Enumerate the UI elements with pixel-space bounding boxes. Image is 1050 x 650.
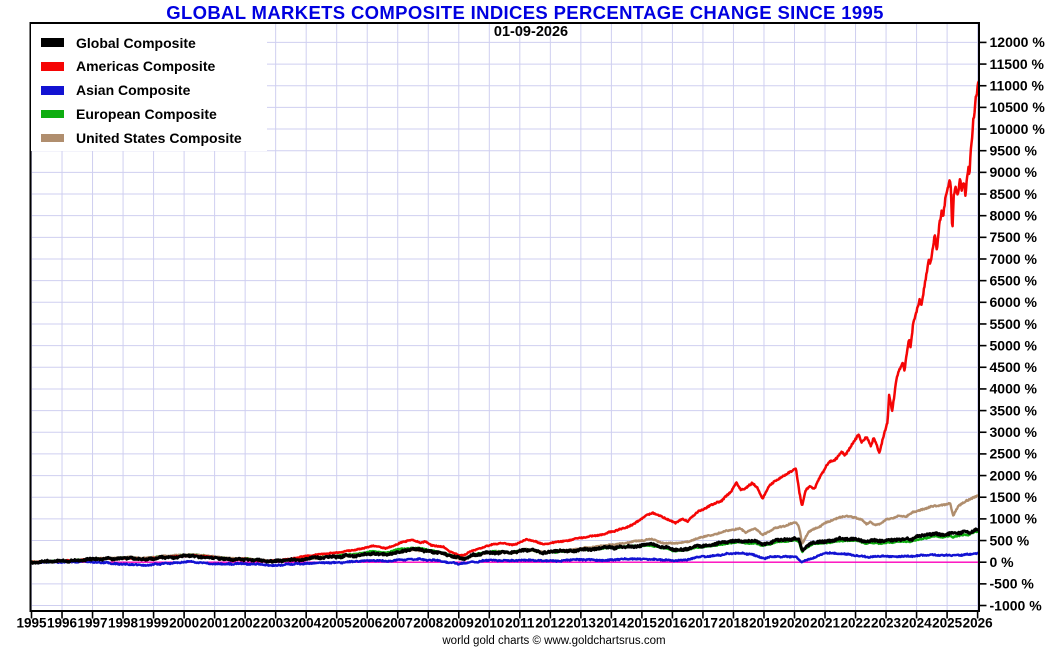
x-tick-label: 2011	[505, 616, 535, 631]
x-tick-label: 2001	[200, 616, 231, 631]
y-tick-label: 11500 %	[990, 56, 1045, 72]
x-tick-label: 2024	[902, 616, 933, 631]
legend-item-united-states-composite: United States Composite	[41, 126, 242, 150]
series-lines	[30, 80, 979, 568]
y-tick-label: 7500 %	[990, 229, 1038, 245]
x-tick-label: 2021	[810, 616, 841, 631]
legend-swatch	[41, 86, 64, 95]
legend-swatch	[41, 109, 64, 119]
y-tick-label: 6500 %	[990, 272, 1038, 288]
y-tick-label: 500 %	[990, 532, 1030, 548]
x-tick-label: 2015	[627, 616, 658, 631]
x-tick-label: 2000	[169, 616, 199, 631]
chart-date-label: 01-09-2026	[493, 24, 569, 40]
series-line-global-composite	[30, 527, 979, 565]
y-tick-label: 4000 %	[990, 381, 1038, 397]
x-tick-label: 1998	[108, 616, 139, 631]
x-tick-label: 2006	[352, 616, 383, 631]
y-tick-label: 11000 %	[990, 78, 1045, 94]
x-tick-label: 2005	[322, 616, 353, 631]
chart-legend: Global Composite Americas Composite Asian …	[31, 24, 267, 151]
legend-item-global-composite: Global Composite	[41, 31, 196, 55]
y-tick-label: -1000 %	[990, 597, 1043, 613]
legend-label: Asian Composite	[76, 82, 191, 99]
x-tick-label: 2026	[963, 616, 994, 631]
y-axis-ticks	[980, 41, 987, 607]
x-tick-label: 2002	[230, 616, 260, 631]
x-tick-label: 2022	[841, 616, 871, 631]
x-tick-label: 2019	[749, 616, 779, 631]
x-tick-label: 2020	[779, 616, 809, 631]
y-tick-label: 7000 %	[990, 251, 1038, 267]
y-tick-label: -500 %	[990, 576, 1035, 592]
chart-title: GLOBAL MARKETS COMPOSITE INDICES PERCENT…	[166, 2, 884, 23]
x-tick-label: 2003	[261, 616, 292, 631]
legend-swatch	[41, 62, 64, 71]
series-line-americas-composite	[30, 80, 979, 564]
legend-label: United States Composite	[76, 130, 242, 147]
y-tick-label: 1500 %	[990, 489, 1038, 505]
x-tick-label: 2013	[566, 616, 597, 631]
legend-item-asian-composite: Asian Composite	[41, 78, 190, 102]
y-tick-label: 8000 %	[990, 207, 1038, 223]
legend-label: European Composite	[76, 106, 217, 123]
x-tick-label: 2007	[383, 616, 413, 631]
y-tick-label: 1000 %	[990, 511, 1038, 527]
y-tick-label: 9000 %	[990, 164, 1038, 180]
x-axis-labels: 1995 1996 1997 1998 1999 2000 2001 2002 2003 2004…	[16, 616, 993, 631]
x-tick-label: 1996	[47, 616, 78, 631]
x-tick-label: 2014	[596, 616, 627, 631]
y-tick-label: 0 %	[990, 554, 1015, 570]
x-tick-label: 1999	[139, 616, 169, 631]
x-tick-label: 2025	[932, 616, 963, 631]
y-tick-label: 5500 %	[990, 316, 1038, 332]
y-tick-label: 5000 %	[990, 337, 1038, 353]
y-tick-label: 2500 %	[990, 446, 1038, 462]
legend-label: Global Composite	[76, 34, 196, 51]
x-tick-label: 1997	[78, 616, 108, 631]
x-tick-label: 2010	[474, 616, 504, 631]
legend-item-european-composite: European Composite	[41, 102, 217, 126]
x-tick-label: 2023	[871, 616, 902, 631]
x-tick-label: 2012	[535, 616, 565, 631]
y-tick-label: 3500 %	[990, 402, 1038, 418]
y-tick-label: 6000 %	[990, 294, 1038, 310]
y-tick-label: 8500 %	[990, 186, 1038, 202]
y-tick-label: 10500 %	[990, 99, 1046, 115]
x-tick-label: 2017	[688, 616, 718, 631]
x-tick-label: 2009	[444, 616, 474, 631]
x-axis-ticks	[30, 612, 979, 619]
x-tick-label: 2016	[657, 616, 688, 631]
legend-swatch	[41, 38, 64, 47]
plot-border	[29, 22, 980, 612]
legend-item-americas-composite: Americas Composite	[41, 54, 215, 78]
y-axis-labels: 12000 % 11500 % 11000 % 10500 % 10000 % 9500 …	[990, 34, 1046, 613]
legend-swatch	[41, 133, 64, 143]
x-tick-label: 1995	[16, 616, 47, 631]
x-tick-label: 2008	[413, 616, 444, 631]
chart-footer: world gold charts © www.goldchartsrus.co…	[442, 635, 666, 647]
x-tick-label: 2004	[291, 616, 322, 631]
y-tick-label: 10000 %	[990, 121, 1046, 137]
legend-label: Americas Composite	[76, 58, 216, 75]
y-tick-label: 9500 %	[990, 143, 1038, 159]
y-tick-label: 2000 %	[990, 467, 1038, 483]
x-tick-label: 2018	[718, 616, 749, 631]
y-tick-label: 3000 %	[990, 424, 1038, 440]
series-line-asian-composite	[30, 551, 979, 568]
y-tick-label: 4500 %	[990, 359, 1038, 375]
y-tick-label: 12000 %	[990, 34, 1046, 50]
